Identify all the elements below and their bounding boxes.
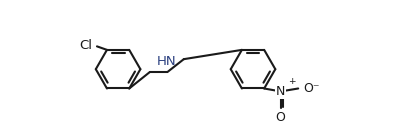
Text: +: + — [288, 77, 295, 86]
Text: O: O — [276, 111, 286, 124]
Text: Cl: Cl — [79, 39, 92, 52]
Text: HN: HN — [156, 55, 176, 68]
Text: N: N — [276, 85, 285, 98]
Text: O⁻: O⁻ — [303, 82, 320, 95]
